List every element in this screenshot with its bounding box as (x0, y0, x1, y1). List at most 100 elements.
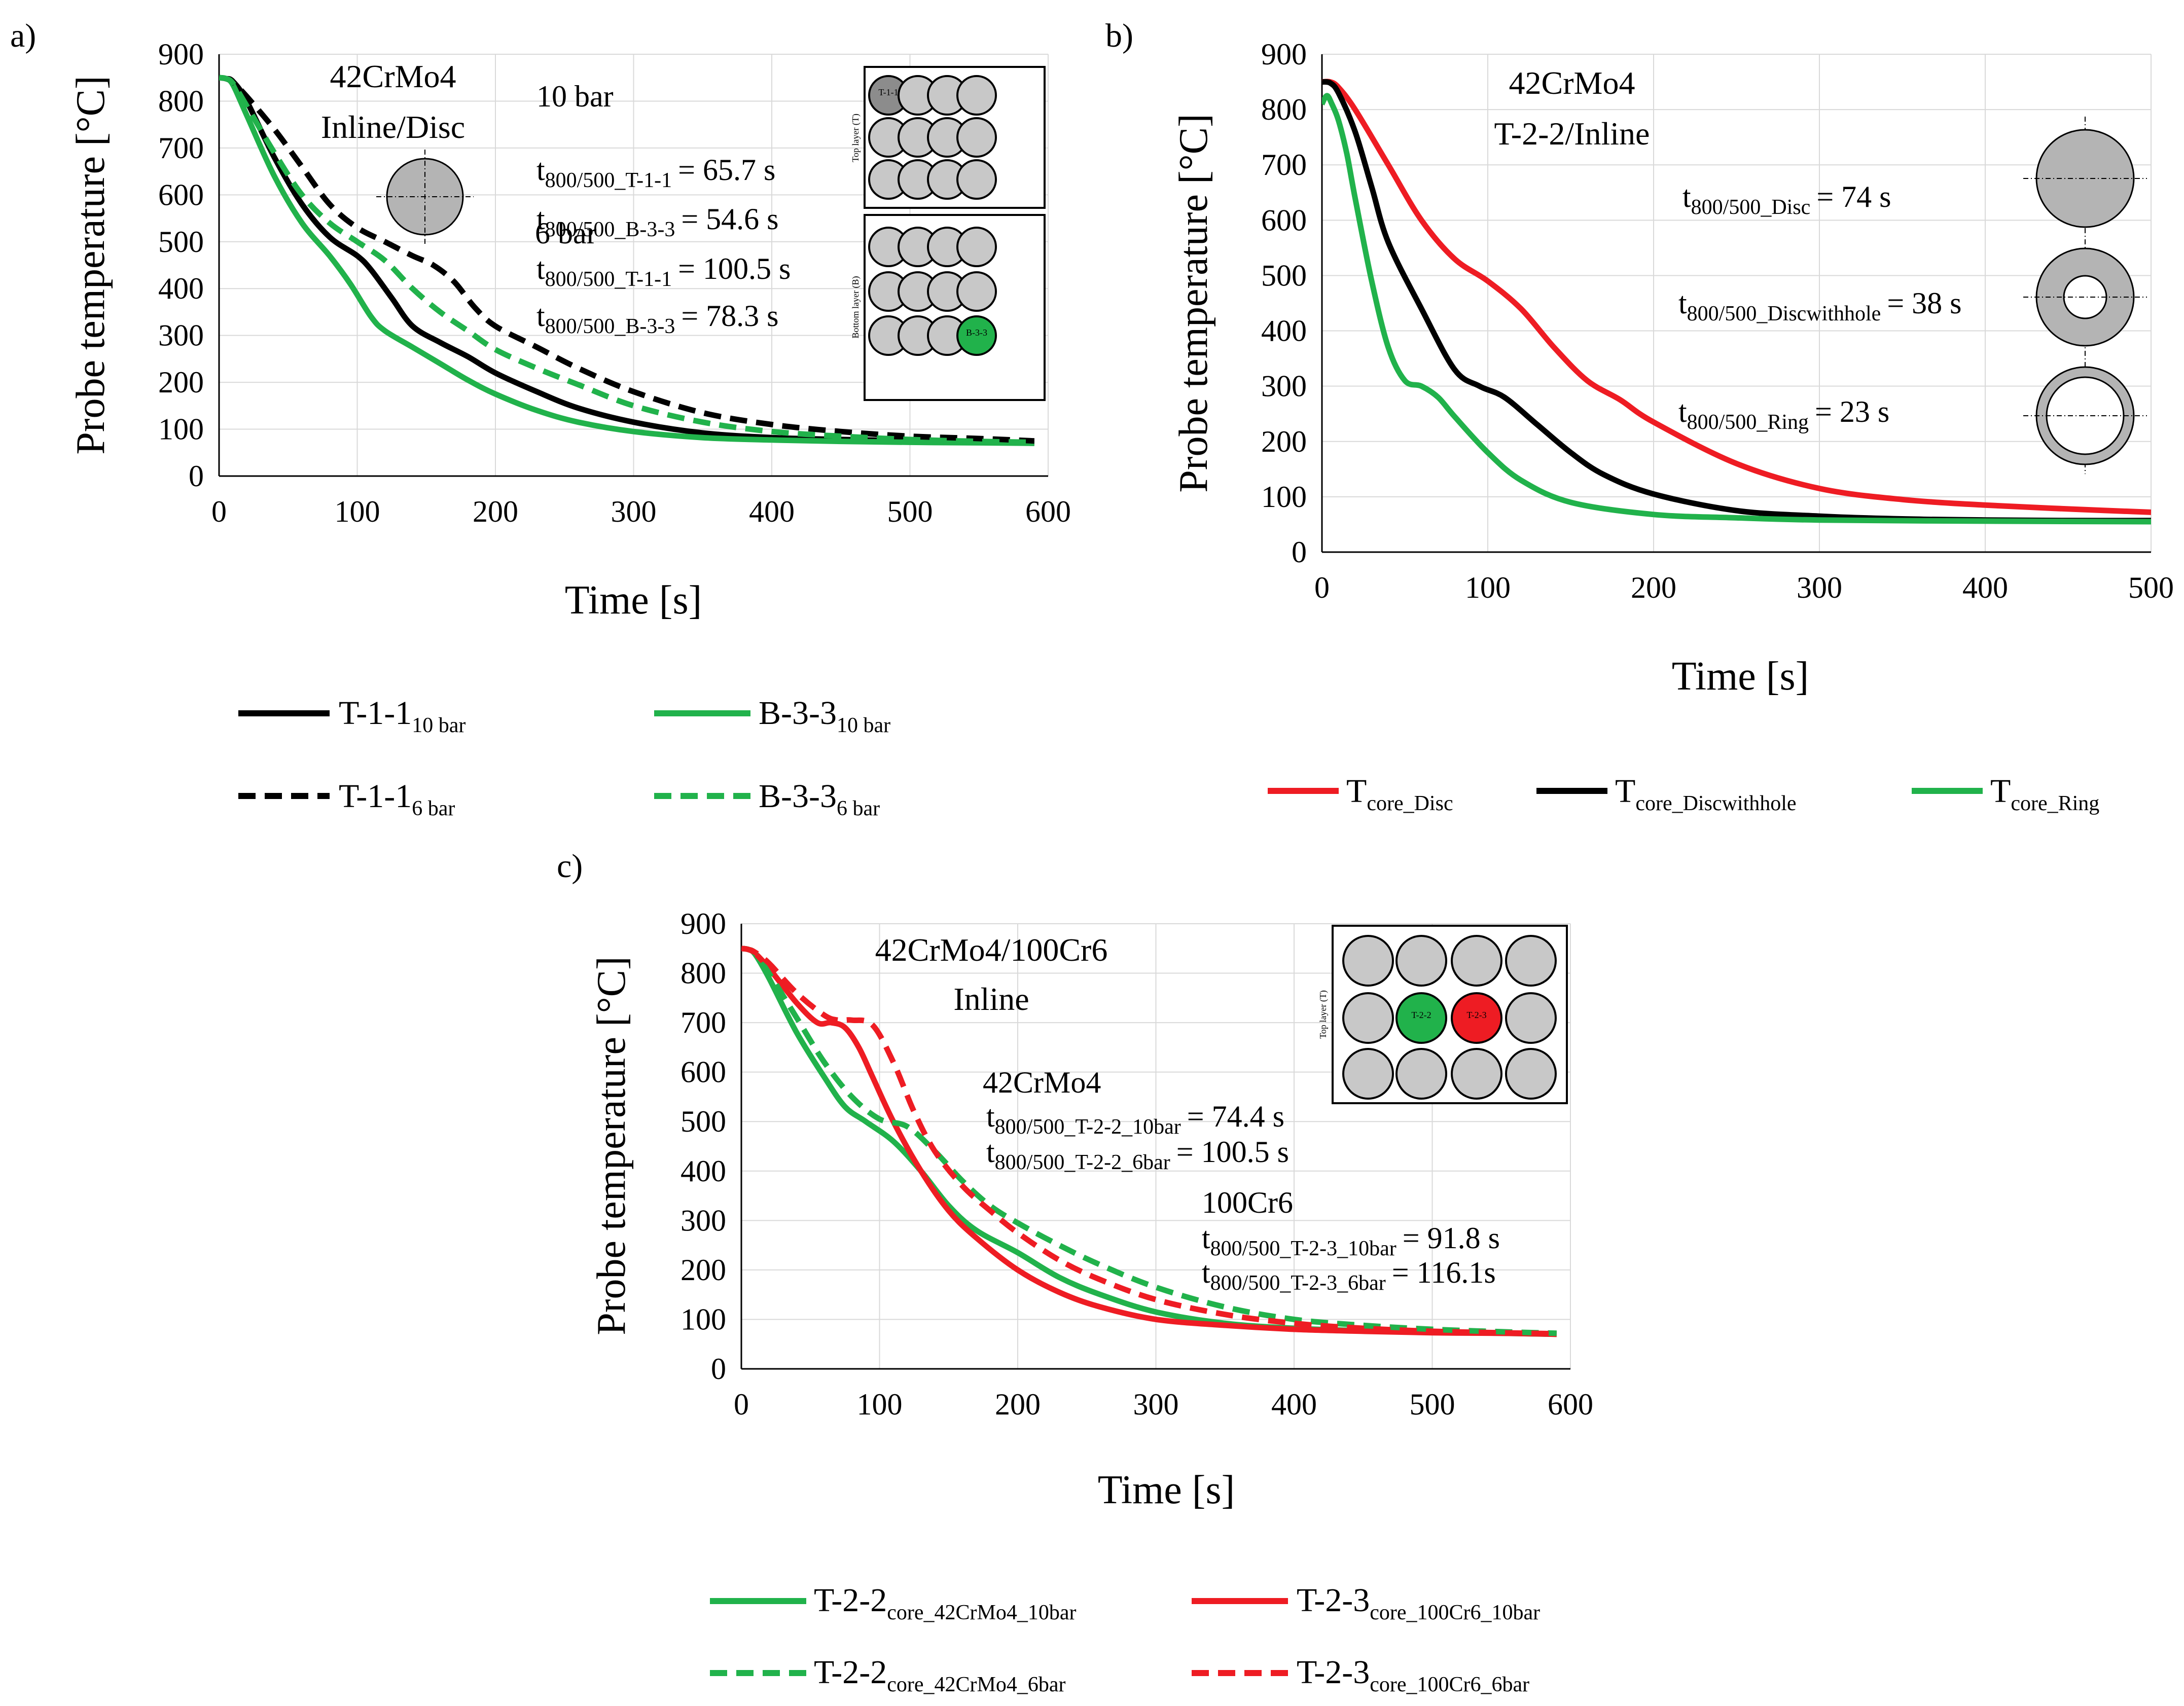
annot-6bar-t11: t800/500_T-1-1 = 100.5 s (536, 252, 791, 291)
y-tick-label: 400 (158, 272, 204, 305)
y-tick-label: 900 (1261, 38, 1307, 71)
panel-b-grid (1322, 54, 2152, 552)
series-line-t223-10 (741, 946, 1557, 1337)
series-line-b33-6 (219, 75, 1034, 445)
t-symbol: t (986, 1135, 995, 1169)
legend-label-t11-6bar: T-1-16 bar (339, 778, 455, 820)
x-tick-label: 400 (749, 495, 795, 528)
legend-name: B-3-3 (759, 778, 837, 815)
y-tick-label: 400 (1261, 314, 1307, 348)
x-tick-label: 400 (1962, 571, 2008, 604)
y-tick-label: 800 (1261, 93, 1307, 126)
legend-name: T-1-1 (339, 695, 412, 732)
bottom-layer-caption: Bottom layer (B) (850, 276, 861, 339)
y-tick-label: 700 (1261, 148, 1307, 182)
panel-b-x-ticks: 0 100 200 300 400 500 (1314, 571, 2174, 604)
panel-c-x-ticks: 0 100 200 300 400 500 600 (734, 1388, 1593, 1421)
t-symbol: t (536, 252, 545, 285)
legend-label-b33-10bar: B-3-310 bar (759, 695, 890, 737)
y-tick-label: 500 (158, 225, 204, 259)
legend-label-disc: Tcore_Disc (1346, 773, 1453, 815)
legend-subscript: 6 bar (412, 797, 455, 820)
y-tick-label: 600 (681, 1056, 726, 1089)
sample-cell (1342, 992, 1394, 1044)
x-tick-label: 0 (211, 495, 227, 528)
sample-cell (956, 227, 997, 267)
y-tick-label: 800 (681, 957, 726, 990)
y-tick-label: 300 (681, 1204, 726, 1237)
annot-t222-6bar: t800/500_T-2-2_6bar = 100.5 s (986, 1135, 1289, 1174)
y-tick-label: 400 (681, 1154, 726, 1188)
t-value: = 91.8 s (1403, 1221, 1500, 1255)
y-tick-label: 200 (158, 366, 204, 399)
t-value: = 78.3 s (681, 299, 778, 333)
sample-cell (1505, 992, 1557, 1044)
legend-label-discwithhole: Tcore_Discwithhole (1615, 773, 1797, 815)
x-tick-label: 200 (1631, 571, 1676, 604)
legend-subscript: core_Discwithhole (1635, 792, 1796, 815)
panel-b-label: b) (1105, 17, 1133, 54)
t-value: = 23 s (1815, 395, 1889, 428)
sample-cell (956, 159, 997, 200)
panel-a-x-axis-title: Time [s] (565, 578, 702, 623)
legend-subscript: 10 bar (412, 714, 466, 737)
legend-name: T (1615, 773, 1635, 810)
legend-subscript: core_42CrMo4_6bar (887, 1673, 1065, 1696)
annot-discwithhole: t800/500_Discwithhole = 38 s (1678, 286, 1962, 325)
legend-name: T-2-2 (814, 1582, 887, 1619)
t-value: = 116.1s (1392, 1256, 1496, 1289)
x-tick-label: 600 (1025, 495, 1071, 528)
t-symbol: t (986, 1100, 995, 1133)
t-subscript: 800/500_T-1-1 (545, 169, 672, 192)
y-tick-label: 600 (158, 178, 204, 211)
legend-subscript: 10 bar (837, 714, 890, 737)
series-line-hole (1322, 79, 2151, 524)
legend-name: T-2-3 (1297, 1654, 1370, 1691)
t-value: = 100.5 s (1176, 1135, 1289, 1169)
panel-b-x-axis-title: Time [s] (1672, 654, 1809, 699)
x-tick-label: 200 (995, 1388, 1041, 1421)
legend-label-t223-6bar: T-2-3core_100Cr6_6bar (1297, 1654, 1529, 1696)
panel-a-x-ticks: 0 100 200 300 400 500 600 (211, 495, 1071, 528)
series-line-b33-10 (219, 75, 1034, 446)
sample-cell (956, 117, 997, 158)
x-tick-label: 300 (1797, 571, 1842, 604)
annot-t223-6bar: t800/500_T-2-3_6bar = 116.1s (1202, 1256, 1496, 1295)
y-tick-label: 200 (681, 1253, 726, 1287)
sample-cell (956, 75, 997, 116)
legend-label-t222-10bar: T-2-2core_42CrMo4_10bar (814, 1582, 1076, 1624)
annot-t223-10bar: t800/500_T-2-3_10bar = 91.8 s (1202, 1221, 1500, 1260)
legend-name: T-1-1 (339, 778, 412, 815)
x-tick-label: 100 (335, 495, 380, 528)
x-tick-label: 300 (611, 495, 657, 528)
y-tick-label: 700 (158, 131, 204, 165)
y-tick-label: 500 (1261, 259, 1307, 292)
panel-a-title-line2: Inline/Disc (321, 109, 465, 145)
t-value: = 100.5 s (678, 252, 791, 285)
panel-c-layer-inset: Top layer (T) T-2-2 T-2-3 (1318, 925, 1568, 1104)
sample-cell (1451, 1048, 1502, 1100)
t-subscript: 800/500_T-2-2_10bar (995, 1115, 1181, 1139)
series-line-disc (1322, 79, 2151, 515)
y-tick-label: 200 (1261, 425, 1307, 458)
annot-mat2: 100Cr6 (1202, 1186, 1293, 1219)
y-tick-label: 0 (711, 1352, 726, 1386)
sample-cell (1451, 935, 1502, 987)
panel-b-title-line1: 42CrMo4 (1509, 65, 1635, 101)
y-tick-label: 300 (158, 319, 204, 352)
top-layer-caption: Top layer (T) (1318, 990, 1329, 1039)
sample-cell (1342, 1048, 1394, 1100)
panel-c-legend: T-2-2core_42CrMo4_10bar T-2-3core_100Cr6… (710, 1582, 1540, 1696)
t-symbol: t (1202, 1221, 1210, 1255)
x-tick-label: 500 (2128, 571, 2174, 604)
x-tick-label: 500 (887, 495, 933, 528)
legend-name: T (1990, 773, 2011, 810)
t-subscript: 800/500_T-1-1 (545, 268, 672, 291)
t-subscript: 800/500_Ring (1687, 411, 1809, 434)
y-tick-label: 600 (1261, 203, 1307, 237)
legend-label-ring: Tcore_Ring (1990, 773, 2099, 815)
t-symbol: t (536, 299, 545, 333)
cell-label-t222: T-2-2 (1411, 1010, 1431, 1020)
t-subscript: 800/500_B-3-3 (545, 218, 675, 241)
